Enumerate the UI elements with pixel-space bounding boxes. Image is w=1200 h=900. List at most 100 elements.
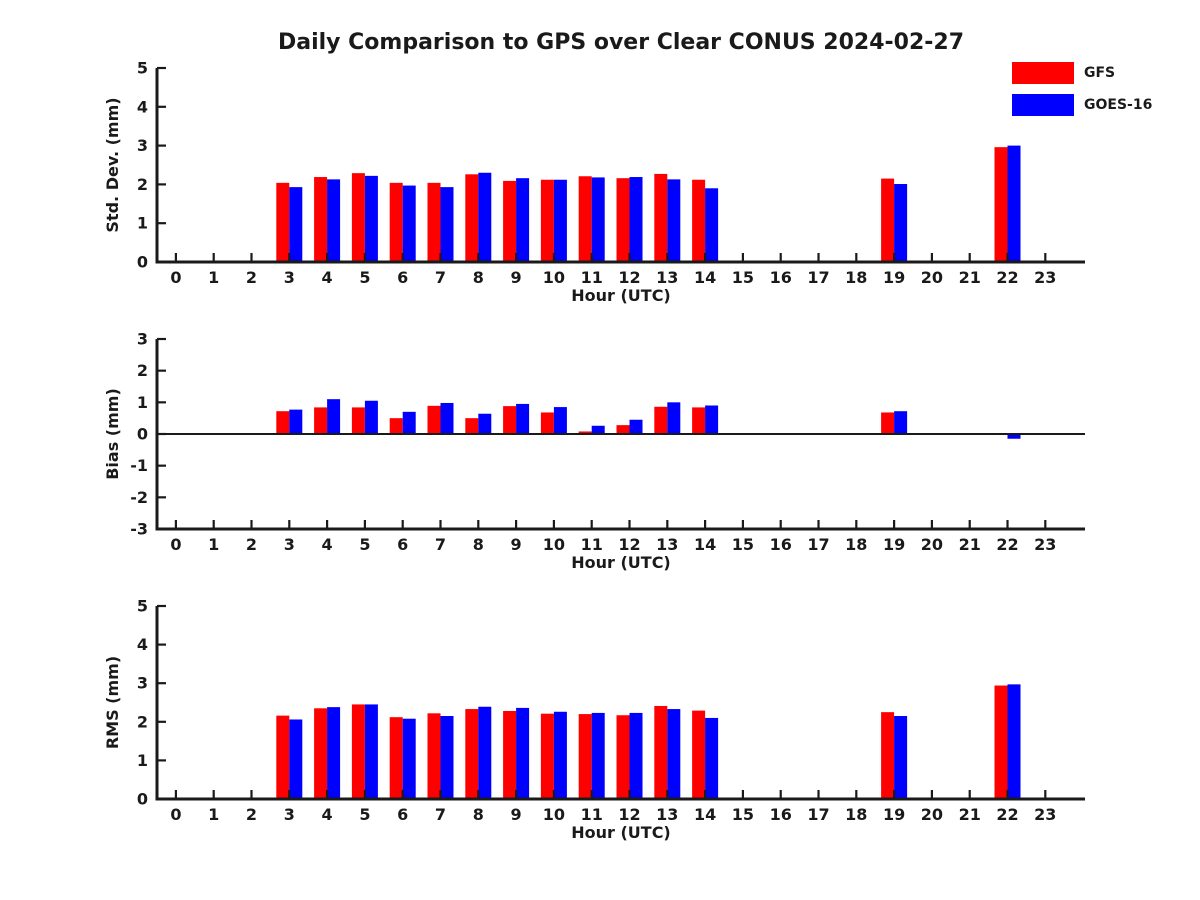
bar-goes16-h12 <box>629 419 643 434</box>
bar-gfs-h11 <box>578 714 592 799</box>
bar-goes16-h10 <box>553 711 567 799</box>
bar-goes16-h5 <box>364 400 378 434</box>
bar-goes16-h13 <box>667 709 681 799</box>
bar-gfs-h9 <box>503 180 517 262</box>
x-tick-label: 5 <box>359 535 370 554</box>
bar-goes16-h3 <box>289 409 303 434</box>
x-tick-label: 19 <box>883 268 905 287</box>
x-tick-label: 7 <box>435 268 446 287</box>
x-tick-label: 8 <box>473 805 484 824</box>
bar-gfs-h6 <box>389 717 403 799</box>
bar-gfs-h22 <box>994 147 1008 262</box>
x-tick-label: 1 <box>208 805 219 824</box>
bar-gfs-h8 <box>465 709 479 799</box>
x-tick-label: 11 <box>581 805 603 824</box>
x-tick-label: 23 <box>1034 805 1056 824</box>
x-tick-label: 2 <box>246 268 257 287</box>
bar-gfs-h13 <box>654 705 668 799</box>
x-tick-label: 11 <box>581 535 603 554</box>
bar-gfs-h12 <box>616 425 630 434</box>
x-tick-label: 13 <box>656 805 678 824</box>
x-axis-label: Hour (UTC) <box>571 823 671 842</box>
x-tick-label: 22 <box>996 805 1018 824</box>
x-tick-label: 12 <box>618 535 640 554</box>
bar-goes16-h4 <box>327 399 341 434</box>
x-tick-label: 21 <box>959 535 981 554</box>
bar-gfs-h8 <box>465 418 479 434</box>
x-tick-label: 0 <box>170 535 181 554</box>
bar-gfs-h6 <box>389 418 403 434</box>
x-tick-label: 10 <box>543 535 565 554</box>
y-tick-label: 3 <box>137 136 148 155</box>
x-tick-label: 15 <box>732 268 754 287</box>
bar-goes16-h14 <box>705 405 719 434</box>
bar-goes16-h7 <box>440 716 454 799</box>
y-tick-label: 2 <box>137 361 148 380</box>
y-tick-label: 3 <box>137 674 148 693</box>
x-tick-label: 9 <box>511 535 522 554</box>
x-tick-label: 8 <box>473 268 484 287</box>
legend-item-gfs: GFS <box>1012 61 1152 84</box>
bar-gfs-h19 <box>881 712 895 799</box>
bar-goes16-h22 <box>1007 684 1021 799</box>
bar-goes16-h12 <box>629 177 643 262</box>
bar-goes16-h11 <box>591 177 605 262</box>
y-tick-label: -1 <box>130 456 148 475</box>
bar-goes16-h10 <box>553 407 567 434</box>
bar-gfs-h4 <box>314 407 328 434</box>
legend-item-goes16: GOES-16 <box>1012 93 1152 116</box>
bar-gfs-h22 <box>994 685 1008 799</box>
bar-goes16-h19 <box>894 411 908 434</box>
x-tick-label: 13 <box>656 268 678 287</box>
bar-goes16-h19 <box>894 716 908 799</box>
x-tick-label: 12 <box>618 268 640 287</box>
bar-gfs-h8 <box>465 174 479 262</box>
bar-gfs-h13 <box>654 173 668 262</box>
y-axis-label: Std. Dev. (mm) <box>103 97 122 232</box>
legend-label-gfs: GFS <box>1084 64 1116 81</box>
y-axis-label: RMS (mm) <box>103 656 122 749</box>
y-tick-label: 3 <box>137 330 148 349</box>
bar-goes16-h4 <box>327 179 341 262</box>
bar-gfs-h10 <box>540 412 554 434</box>
x-tick-label: 6 <box>397 535 408 554</box>
bar-gfs-h19 <box>881 412 895 434</box>
x-tick-label: 19 <box>883 805 905 824</box>
x-tick-label: 2 <box>246 805 257 824</box>
x-tick-label: 7 <box>435 535 446 554</box>
y-tick-label: 5 <box>137 597 148 616</box>
x-tick-label: 19 <box>883 535 905 554</box>
bar-goes16-h9 <box>516 403 530 434</box>
y-tick-label: 1 <box>137 214 148 233</box>
y-axis-label: Bias (mm) <box>103 388 122 480</box>
bar-goes16-h12 <box>629 712 643 799</box>
x-tick-label: 6 <box>397 268 408 287</box>
x-tick-label: 16 <box>770 535 792 554</box>
x-tick-label: 9 <box>511 805 522 824</box>
x-tick-label: 14 <box>694 268 716 287</box>
bar-goes16-h3 <box>289 187 303 262</box>
x-tick-label: 15 <box>732 805 754 824</box>
x-tick-label: 17 <box>807 535 829 554</box>
y-tick-label: -2 <box>130 488 148 507</box>
bar-goes16-h14 <box>705 717 719 799</box>
bar-goes16-h14 <box>705 188 719 262</box>
x-tick-label: 2 <box>246 535 257 554</box>
x-tick-label: 13 <box>656 535 678 554</box>
x-tick-label: 22 <box>996 535 1018 554</box>
bar-goes16-h13 <box>667 179 681 262</box>
x-tick-label: 10 <box>543 805 565 824</box>
bar-gfs-h19 <box>881 178 895 262</box>
bar-gfs-h12 <box>616 178 630 262</box>
x-tick-label: 18 <box>845 805 867 824</box>
bar-gfs-h14 <box>692 179 706 262</box>
legend: GFS GOES-16 <box>1012 61 1152 125</box>
bar-goes16-h8 <box>478 172 492 262</box>
bar-goes16-h5 <box>364 704 378 799</box>
bar-goes16-h9 <box>516 178 530 262</box>
bar-gfs-h7 <box>427 182 441 262</box>
bar-goes16-h19 <box>894 184 908 262</box>
